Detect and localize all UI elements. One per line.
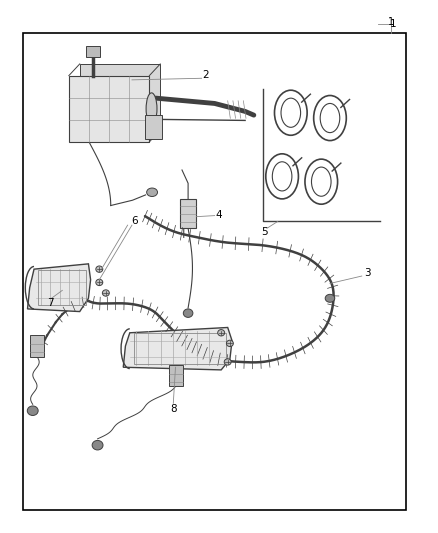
Text: 6: 6: [131, 216, 138, 227]
Ellipse shape: [184, 309, 193, 317]
Ellipse shape: [218, 329, 225, 336]
Text: 2: 2: [203, 70, 209, 79]
Bar: [169, 365, 183, 386]
Ellipse shape: [102, 290, 110, 296]
Text: 1: 1: [388, 17, 394, 27]
Bar: [180, 199, 196, 228]
Bar: [80, 64, 160, 130]
Bar: [86, 46, 99, 57]
Bar: [30, 335, 44, 357]
Ellipse shape: [226, 340, 233, 346]
Text: 3: 3: [364, 268, 370, 278]
Ellipse shape: [224, 359, 231, 365]
Ellipse shape: [147, 188, 158, 197]
Polygon shape: [28, 264, 91, 312]
Bar: [69, 76, 149, 142]
Ellipse shape: [96, 279, 103, 286]
Text: 1: 1: [390, 19, 396, 29]
Bar: [134, 333, 226, 364]
Ellipse shape: [92, 440, 103, 450]
Ellipse shape: [146, 93, 157, 125]
Bar: [39, 270, 86, 305]
Text: 4: 4: [215, 209, 223, 220]
Text: 7: 7: [47, 297, 53, 308]
Text: 8: 8: [170, 403, 177, 414]
Ellipse shape: [325, 294, 335, 302]
Ellipse shape: [96, 266, 103, 272]
Polygon shape: [123, 327, 232, 370]
Text: 5: 5: [261, 227, 268, 237]
Bar: [145, 115, 162, 139]
Ellipse shape: [27, 406, 38, 416]
Bar: [23, 33, 406, 511]
